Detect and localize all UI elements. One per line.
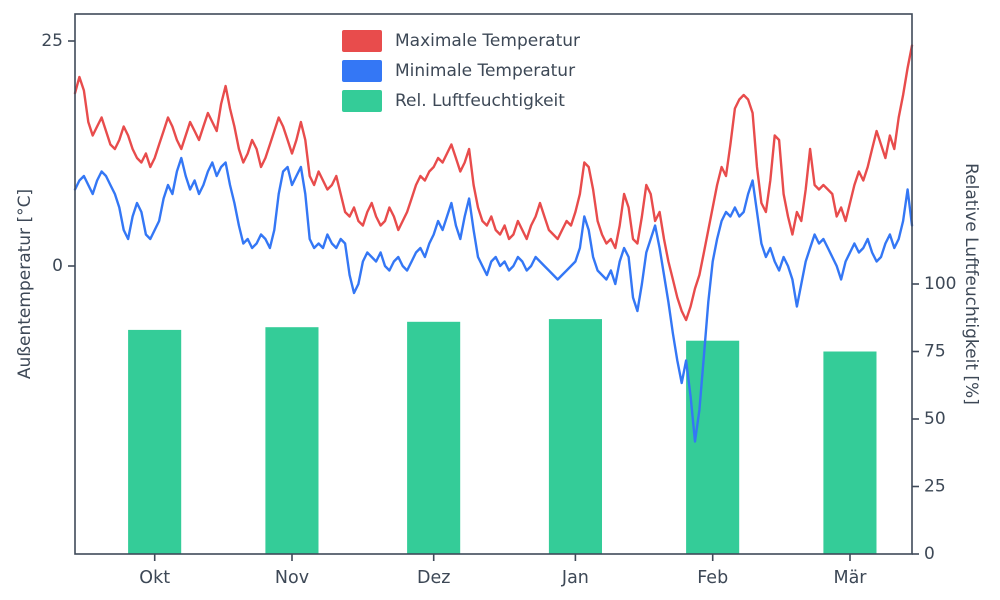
right-axis-title: Relative Luftfeuchtigkeit [%] bbox=[961, 163, 981, 405]
left-tick-label: 0 bbox=[52, 256, 63, 276]
humidity-bar bbox=[823, 351, 877, 554]
legend-label-humidity: Rel. Luftfeuchtigkeit bbox=[395, 91, 565, 111]
right-tick-label: 25 bbox=[924, 477, 946, 497]
x-tick-label: Nov bbox=[275, 568, 309, 588]
legend-swatch-humidity bbox=[342, 90, 382, 112]
left-axis-title: Außentemperatur [°C] bbox=[15, 188, 35, 380]
legend-item-min-temp: Minimale Temperatur bbox=[342, 60, 580, 82]
humidity-bar bbox=[128, 329, 182, 554]
line-max-temp bbox=[73, 44, 914, 322]
line-min-temp bbox=[73, 156, 914, 443]
legend-swatch-min-temp bbox=[342, 60, 382, 82]
right-tick-label: 50 bbox=[924, 409, 946, 429]
x-tick-label: Dez bbox=[417, 568, 450, 588]
right-tick-label: 100 bbox=[924, 274, 956, 294]
humidity-bar bbox=[265, 327, 319, 554]
chart-legend: Maximale Temperatur Minimale Temperatur … bbox=[342, 30, 580, 112]
x-tick-label: Jan bbox=[561, 568, 589, 588]
x-tick-label: Okt bbox=[139, 568, 170, 588]
legend-label-max-temp: Maximale Temperatur bbox=[395, 31, 581, 51]
right-tick-label: 75 bbox=[924, 342, 946, 362]
humidity-bar bbox=[548, 319, 602, 554]
legend-swatch-max-temp bbox=[342, 30, 382, 52]
humidity-bar bbox=[686, 340, 740, 554]
humidity-bar bbox=[407, 321, 461, 554]
legend-item-humidity: Rel. Luftfeuchtigkeit bbox=[342, 90, 580, 112]
x-tick-label: Mär bbox=[833, 568, 867, 588]
x-tick-label: Feb bbox=[697, 568, 728, 588]
legend-item-max-temp: Maximale Temperatur bbox=[342, 30, 580, 52]
right-tick-label: 0 bbox=[924, 544, 935, 564]
legend-label-min-temp: Minimale Temperatur bbox=[395, 61, 576, 81]
left-tick-label: 25 bbox=[41, 31, 63, 51]
